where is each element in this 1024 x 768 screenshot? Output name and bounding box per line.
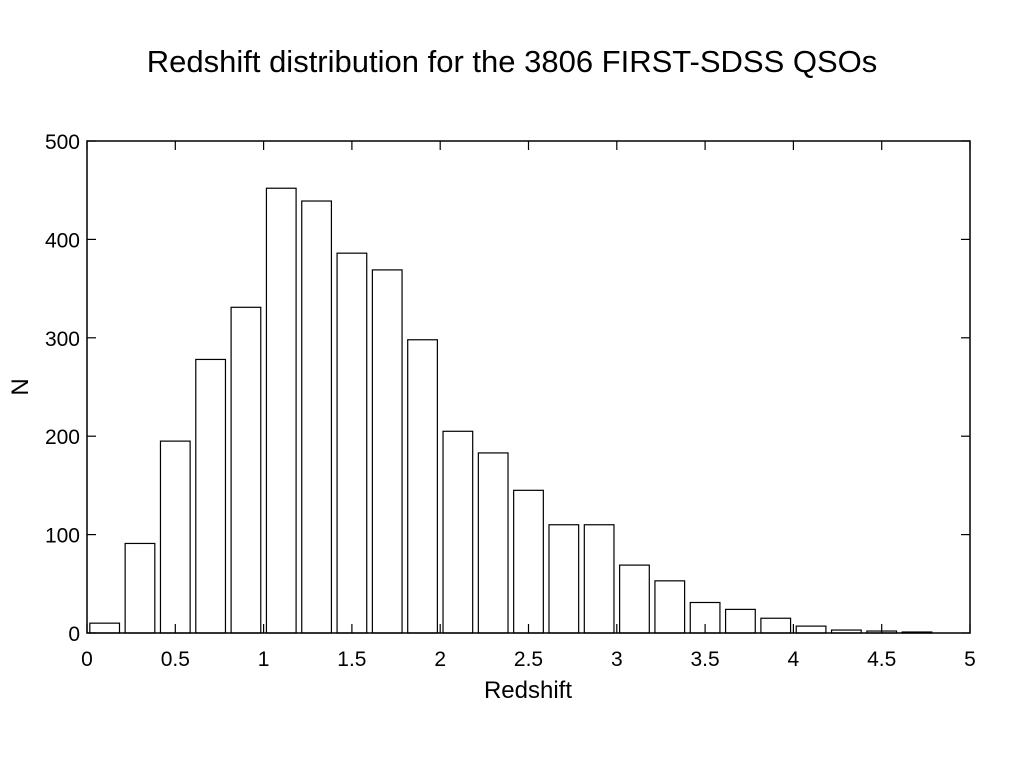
x-tick-label: 2 xyxy=(434,648,446,671)
y-tick-label: 0 xyxy=(68,623,80,646)
histogram-bar xyxy=(124,542,156,634)
histogram-bar xyxy=(195,358,227,634)
histogram-bar xyxy=(654,580,686,634)
histogram-bar xyxy=(230,306,262,634)
histogram-bar xyxy=(407,339,438,634)
x-tick-label: 0.5 xyxy=(161,648,190,671)
histogram-bar xyxy=(301,200,333,634)
y-tick-label: 400 xyxy=(45,229,80,252)
y-tick-label: 500 xyxy=(45,131,80,154)
x-tick-label: 5 xyxy=(964,648,976,671)
histogram-bar xyxy=(760,617,792,634)
histogram-bar xyxy=(513,489,544,634)
x-tick-label: 1 xyxy=(258,648,270,671)
histogram-bar xyxy=(477,452,509,634)
chart-title: Redshift distribution for the 3806 FIRST… xyxy=(146,44,878,79)
histogram-bar xyxy=(336,252,368,634)
histogram-bar xyxy=(619,564,650,634)
x-tick-label: 2.5 xyxy=(514,648,543,671)
x-tick-label: 0 xyxy=(81,648,93,671)
histogram-bar xyxy=(89,622,121,634)
x-tick-label: 3 xyxy=(611,648,623,671)
x-tick-label: 4.5 xyxy=(867,648,896,671)
histogram-bar xyxy=(583,524,615,634)
y-tick-label: 300 xyxy=(45,328,80,351)
histogram-bar xyxy=(265,187,297,634)
ticks-group xyxy=(86,140,971,634)
histogram-bar xyxy=(724,608,756,634)
y-tick-label: 100 xyxy=(45,525,80,548)
histogram-bar xyxy=(371,269,403,634)
x-tick-label: 3.5 xyxy=(690,648,719,671)
histogram-bar xyxy=(795,625,827,634)
histogram-bar xyxy=(442,430,474,634)
y-axis-label: N xyxy=(7,378,34,395)
x-tick-label: 4 xyxy=(788,648,800,671)
histogram-bar xyxy=(548,524,580,634)
x-axis-label: Redshift xyxy=(484,677,572,704)
y-tick-label: 200 xyxy=(45,426,80,449)
x-tick-label: 1.5 xyxy=(337,648,366,671)
tick-labels-group: 0 0.5 1 1.5 2 2.5 3 3.5 4 4.5 5 0 100 200 300 400 500 xyxy=(45,131,976,671)
bars-group xyxy=(89,187,933,634)
histogram-bar xyxy=(159,440,191,634)
